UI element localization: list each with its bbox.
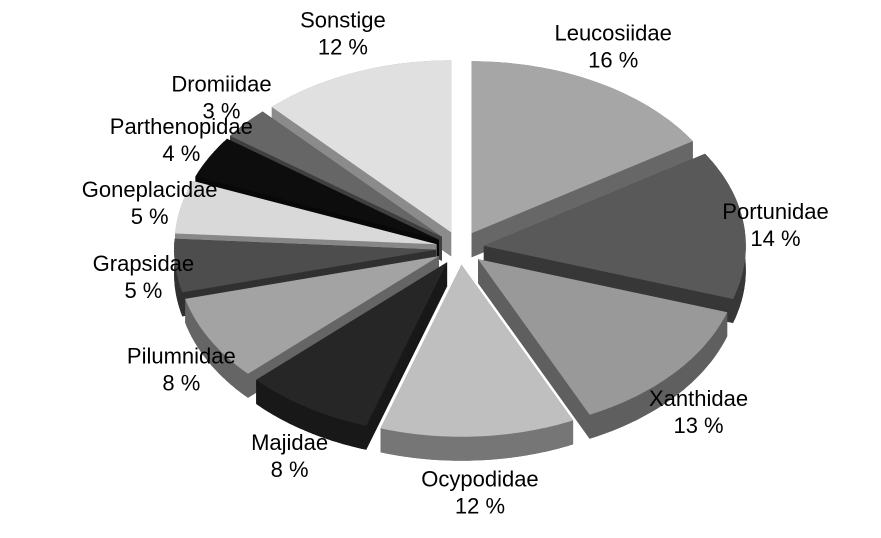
slice-top <box>230 111 442 237</box>
slice-value-label: 13 % <box>673 413 723 438</box>
slice-value-label: 3 % <box>203 98 241 123</box>
slice-wall <box>589 312 728 439</box>
slice-top <box>175 181 437 245</box>
slice-label: Portunidae <box>722 199 828 224</box>
slice-wall <box>380 420 574 461</box>
slice-wall <box>185 298 248 398</box>
slice-side <box>366 262 448 450</box>
slice-top <box>185 256 439 374</box>
slice-value-label: 14 % <box>750 226 800 251</box>
slice-wall <box>256 379 367 450</box>
slice-label: Xanthidae <box>649 386 748 411</box>
slice-value-label: 8 % <box>162 370 200 395</box>
slice-top <box>380 264 574 437</box>
slice-wall <box>174 238 183 317</box>
slice <box>256 262 448 450</box>
slice-label: Leucosiidae <box>554 20 671 45</box>
slice-value-label: 8 % <box>271 457 309 482</box>
slice-label: Pilumnidae <box>127 343 236 368</box>
slice-label: Dromiidae <box>171 71 271 96</box>
slice <box>175 181 437 269</box>
slice-top <box>195 138 439 240</box>
slice-label: Ocypodidae <box>421 466 538 491</box>
slice-value-label: 5 % <box>124 278 162 303</box>
slice <box>478 259 728 439</box>
slice-value-label: 5 % <box>131 204 169 229</box>
slice-label: Majidae <box>251 430 328 455</box>
slice-top <box>471 61 693 234</box>
slice-top <box>256 262 448 426</box>
slice-top <box>271 60 452 233</box>
slice-label: Sonstige <box>300 8 386 33</box>
slice-top <box>483 153 746 299</box>
slice-label: Parthenopidae <box>110 114 253 139</box>
slice-label: Grapsidae <box>93 251 195 276</box>
slice-side <box>478 259 590 439</box>
slice-label: Goneplacidae <box>82 177 218 202</box>
slice-value-label: 16 % <box>588 47 638 72</box>
slice-value-label: 12 % <box>455 493 505 518</box>
slice-top <box>174 238 437 293</box>
slice <box>380 264 574 461</box>
slice-value-label: 12 % <box>318 35 368 60</box>
slice-value-label: 4 % <box>162 141 200 166</box>
slice-top <box>478 259 728 415</box>
